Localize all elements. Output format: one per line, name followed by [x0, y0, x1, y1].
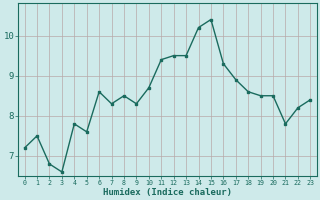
X-axis label: Humidex (Indice chaleur): Humidex (Indice chaleur)	[103, 188, 232, 197]
